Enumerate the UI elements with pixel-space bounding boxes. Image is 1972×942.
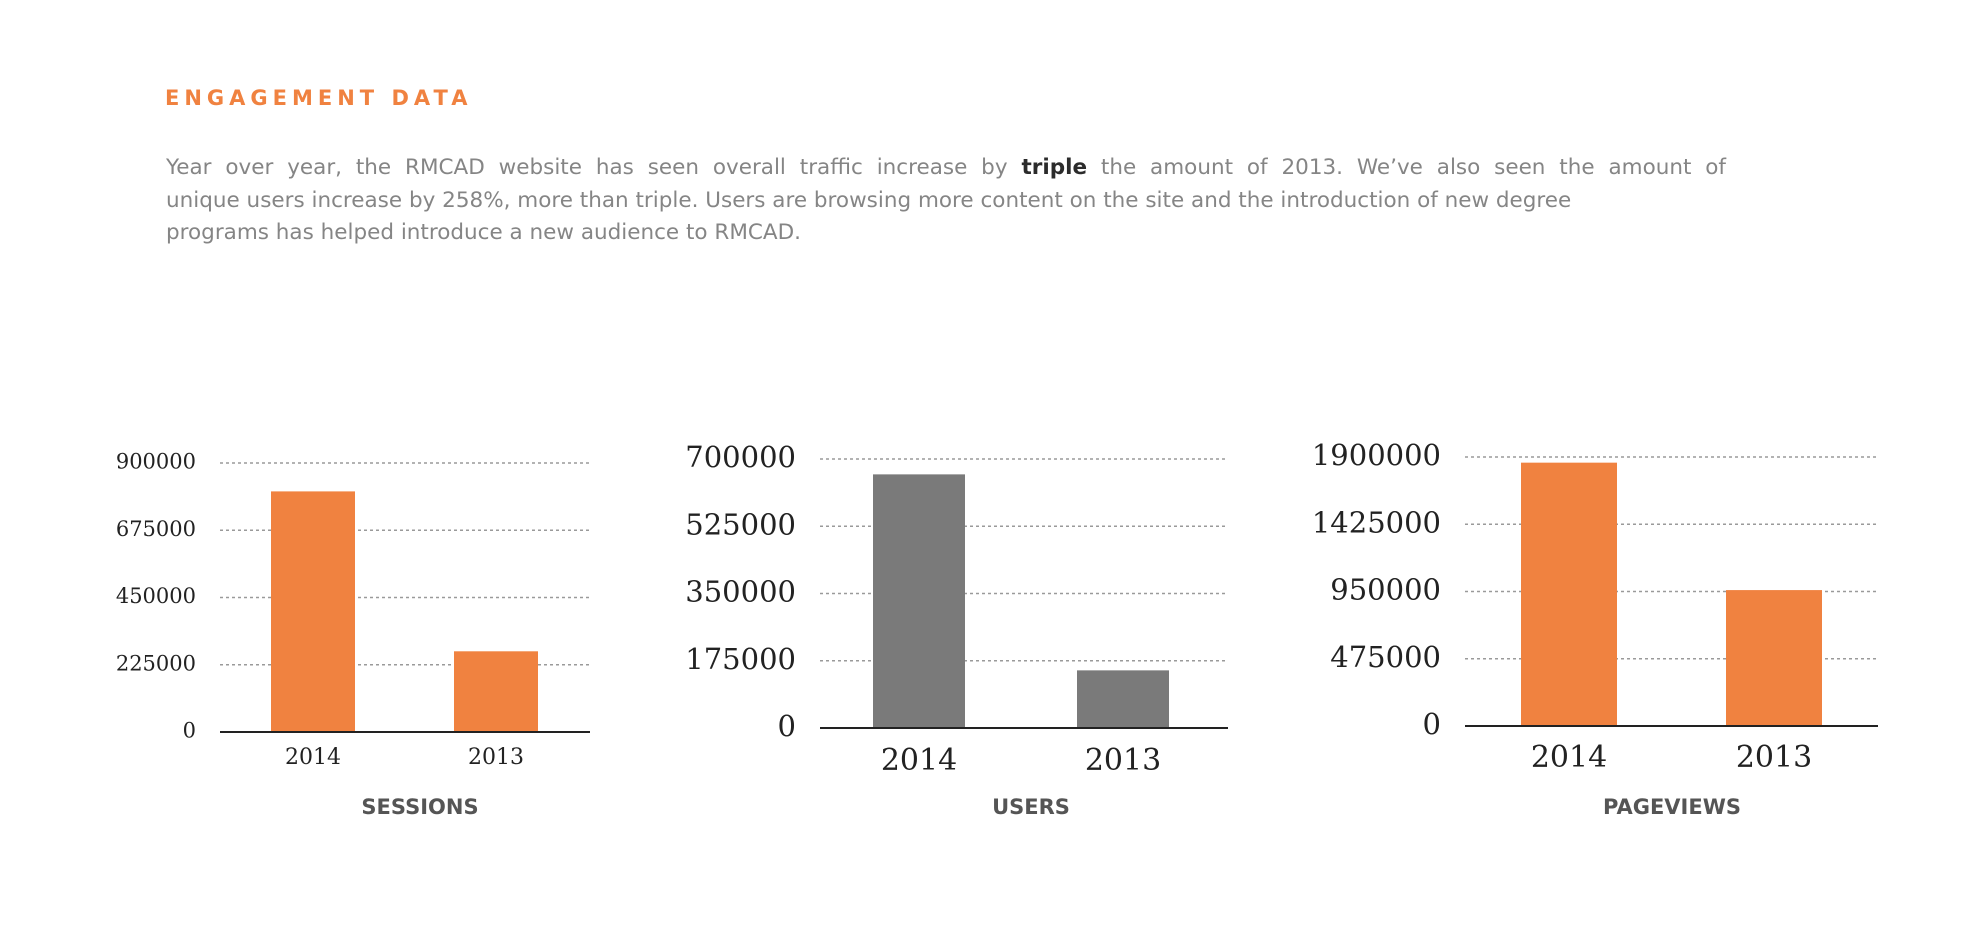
sessions-bar-2013 — [454, 651, 538, 732]
sessions-bar-2014 — [271, 491, 355, 732]
users-y-tick-label: 700000 — [685, 440, 796, 474]
intro-text-part2: the amount of 2013. We’ve also seen the … — [1087, 155, 1726, 180]
intro-line-2: unique users increase by 258%, more than… — [166, 187, 1572, 213]
users-chart-title: USERS — [992, 795, 1070, 819]
sessions-chart-title: SESSIONS — [361, 795, 478, 819]
intro-line-1: Year over year, the RMCAD website has se… — [166, 152, 1726, 185]
pageviews-y-tick-label: 475000 — [1330, 640, 1441, 674]
sessions-y-tick-label: 675000 — [116, 517, 196, 541]
pageviews-chart: 0 475000 950000 1425000 1900000 2014 2013 PAGEV… — [1290, 438, 1890, 830]
pageviews-bar-2013 — [1726, 590, 1822, 726]
sessions-y-tick-label: 0 — [183, 719, 196, 743]
users-x-category-label: 2013 — [1085, 743, 1161, 778]
users-bar-2014 — [873, 474, 965, 728]
pageviews-x-category-label: 2013 — [1736, 740, 1812, 775]
pageviews-y-tick-label: 950000 — [1330, 573, 1441, 607]
intro-emphasis: triple — [1021, 155, 1088, 180]
pageviews-chart-title: PAGEVIEWS — [1603, 795, 1741, 819]
users-y-tick-label: 350000 — [685, 575, 796, 609]
users-y-tick-label: 0 — [778, 709, 796, 743]
pageviews-bar-2014 — [1521, 462, 1617, 726]
sessions-y-tick-label: 225000 — [116, 651, 196, 675]
sessions-x-category-label: 2014 — [285, 745, 341, 770]
pageviews-y-tick-label: 1900000 — [1312, 438, 1441, 472]
intro-line-3: programs has helped introduce a new audi… — [166, 220, 801, 245]
pageviews-y-tick-label: 1425000 — [1312, 505, 1441, 539]
sessions-x-category-label: 2013 — [468, 745, 524, 770]
sessions-chart: 0 225000 450000 675000 900000 2014 2013 SESSION… — [100, 440, 600, 830]
sessions-y-tick-label: 900000 — [116, 450, 196, 474]
users-chart-svg: 0 175000 350000 525000 700000 2014 2013 USERS — [685, 440, 1228, 819]
users-bar-2013 — [1077, 670, 1169, 728]
section-heading: ENGAGEMENT DATA — [165, 86, 473, 110]
pageviews-x-category-label: 2014 — [1531, 740, 1607, 775]
intro-paragraph: Year over year, the RMCAD website has se… — [166, 152, 1726, 250]
intro-text-part1: Year over year, the RMCAD website has se… — [166, 155, 1022, 180]
sessions-chart-svg: 0 225000 450000 675000 900000 2014 2013 SESSION… — [116, 450, 590, 819]
users-chart: 0 175000 350000 525000 700000 2014 2013 USERS — [660, 440, 1240, 830]
users-y-tick-label: 175000 — [685, 642, 796, 676]
users-x-category-label: 2014 — [881, 743, 957, 778]
pageviews-chart-svg: 0 475000 950000 1425000 1900000 2014 2013 PAGEV… — [1312, 438, 1878, 819]
pageviews-y-tick-label: 0 — [1423, 707, 1441, 741]
users-y-tick-label: 525000 — [685, 507, 796, 541]
sessions-y-tick-label: 450000 — [116, 584, 196, 608]
